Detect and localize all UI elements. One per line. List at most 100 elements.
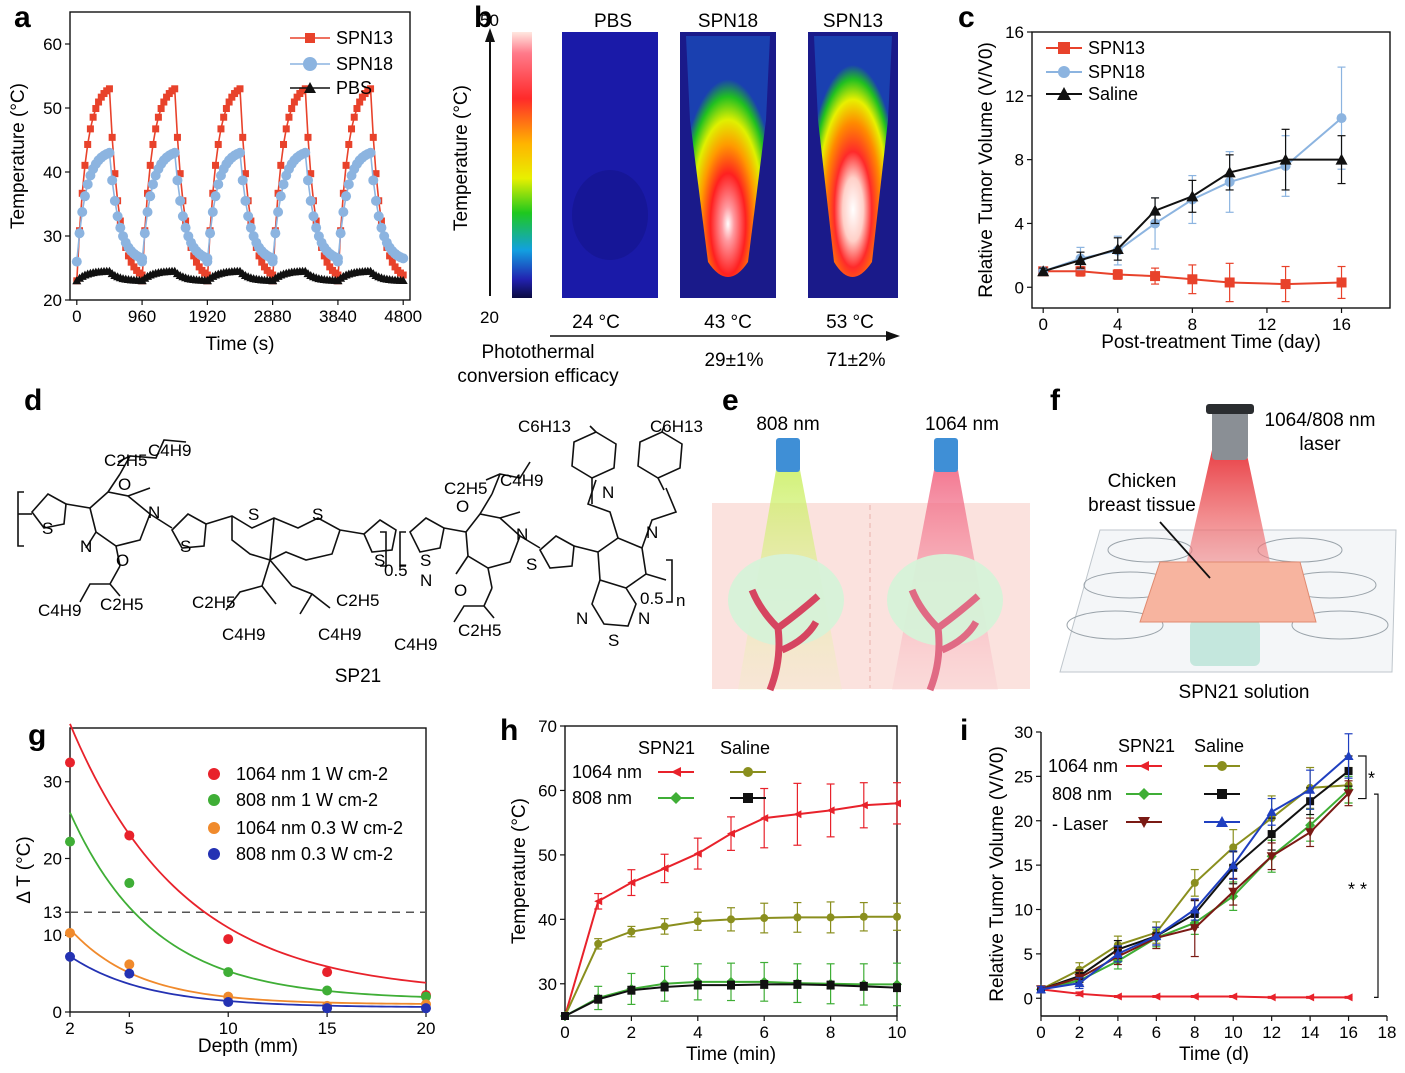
data-point [859, 912, 868, 921]
data-point [160, 98, 168, 106]
legend-marker [1058, 66, 1070, 78]
bracket-right [666, 559, 673, 603]
data-point [116, 217, 124, 225]
data-point [81, 161, 89, 169]
legend-row-label: - Laser [1052, 814, 1108, 834]
y-tick-label: 30 [43, 773, 62, 792]
legend-marker [671, 767, 681, 777]
y-tick-label: 30 [538, 975, 557, 994]
data-point [1279, 153, 1292, 165]
data-point [111, 170, 119, 178]
data-point [1266, 852, 1277, 862]
data-point [367, 85, 375, 93]
series-line-spn18 [1042, 117, 1343, 273]
data-point [1305, 828, 1316, 838]
data-point [343, 179, 354, 190]
data-point [859, 982, 868, 991]
panel-label-f: f [1050, 384, 1061, 417]
significance-bracket-1 [1358, 755, 1367, 800]
data-point [312, 217, 320, 225]
chart-h: 0 2 4 6 8 10 30 40 50 60 70 Time (min) Temperature (… [509, 717, 906, 1065]
data-point [223, 997, 234, 1008]
data-point [1336, 113, 1347, 124]
data-point [127, 258, 135, 266]
data-point [195, 263, 203, 271]
data-point [391, 263, 399, 271]
data-point [157, 105, 165, 113]
data-point [217, 125, 225, 133]
legend-label: Saline [1088, 84, 1138, 104]
data-point [660, 864, 669, 873]
data-point [399, 271, 407, 279]
legend-marker [303, 57, 317, 71]
atom-s-5: S [374, 551, 385, 570]
y-tick-label: 4 [1015, 214, 1024, 233]
legend-marker [670, 792, 682, 804]
data-point [386, 252, 394, 260]
data-point [793, 810, 802, 819]
legend-marker [743, 767, 753, 777]
data-point [210, 191, 221, 202]
atom-s-8: S [608, 631, 619, 650]
group-c2h5-6: C2H5 [458, 621, 501, 640]
data-point [212, 161, 220, 169]
x-tick-label: 6 [1152, 1023, 1161, 1042]
data-point [1228, 887, 1239, 897]
data-point [373, 211, 384, 222]
legend-marker [1139, 761, 1149, 771]
group-c2h5-4: C2H5 [336, 591, 379, 610]
panel-label-e: e [722, 384, 739, 417]
data-point [1190, 992, 1199, 1001]
label-808: 808 nm [756, 414, 819, 435]
data-point [322, 1003, 333, 1014]
data-point [290, 98, 298, 106]
laser-label-line2: laser [1299, 434, 1341, 455]
scale-min-label: 20 [480, 308, 499, 327]
tissue-pointer [1159, 521, 1211, 579]
panel-label-c: c [958, 1, 975, 34]
panel-label-d: d [24, 384, 42, 417]
data-point [1074, 254, 1087, 266]
data-point [350, 113, 358, 121]
data-point [1229, 992, 1238, 1001]
data-point [124, 878, 135, 889]
dpp-core-2 [443, 493, 541, 589]
legend-header: SPN21 [1118, 736, 1175, 756]
x-tick-label: 2880 [254, 307, 292, 326]
header-pbs: PBS [594, 11, 632, 32]
y-tick-label: 70 [538, 717, 557, 736]
data-point [727, 915, 735, 924]
significance-marker-1: * [1368, 768, 1375, 788]
x-tick-label: 4800 [384, 307, 422, 326]
chicken-tissue-slab [1139, 561, 1317, 623]
x-axis-label: Post-treatment Time (day) [1101, 332, 1321, 353]
data-point [112, 211, 123, 222]
spn13-thermal-tube [814, 36, 892, 277]
y-tick-label: 16 [1005, 23, 1024, 42]
data-point [202, 256, 213, 267]
atom-n-3: N [516, 525, 528, 544]
legend-marker [208, 768, 220, 780]
x-tick-label: 0 [72, 307, 81, 326]
data-point [1267, 993, 1276, 1002]
x-tick-label: 6 [759, 1023, 768, 1042]
data-point [300, 147, 311, 158]
bracket-left [17, 491, 24, 547]
data-point [280, 140, 288, 148]
data-point [207, 207, 218, 218]
x-tick-label: 20 [417, 1019, 436, 1038]
temp-pbs: 24 °C [572, 312, 620, 333]
legend-marker [305, 33, 315, 43]
data-point [288, 105, 296, 113]
atom-s-1: S [42, 519, 53, 538]
legend-marker [1057, 87, 1071, 100]
data-point [139, 228, 150, 239]
plot-frame [69, 727, 427, 1013]
data-point [308, 211, 319, 222]
data-point [353, 105, 361, 113]
y-tick-label: 8 [1015, 151, 1024, 170]
x-tick-label: 16 [1339, 1023, 1358, 1042]
data-point [693, 849, 702, 858]
data-point [205, 228, 216, 239]
group-c2h5-1: C2H5 [104, 451, 147, 470]
